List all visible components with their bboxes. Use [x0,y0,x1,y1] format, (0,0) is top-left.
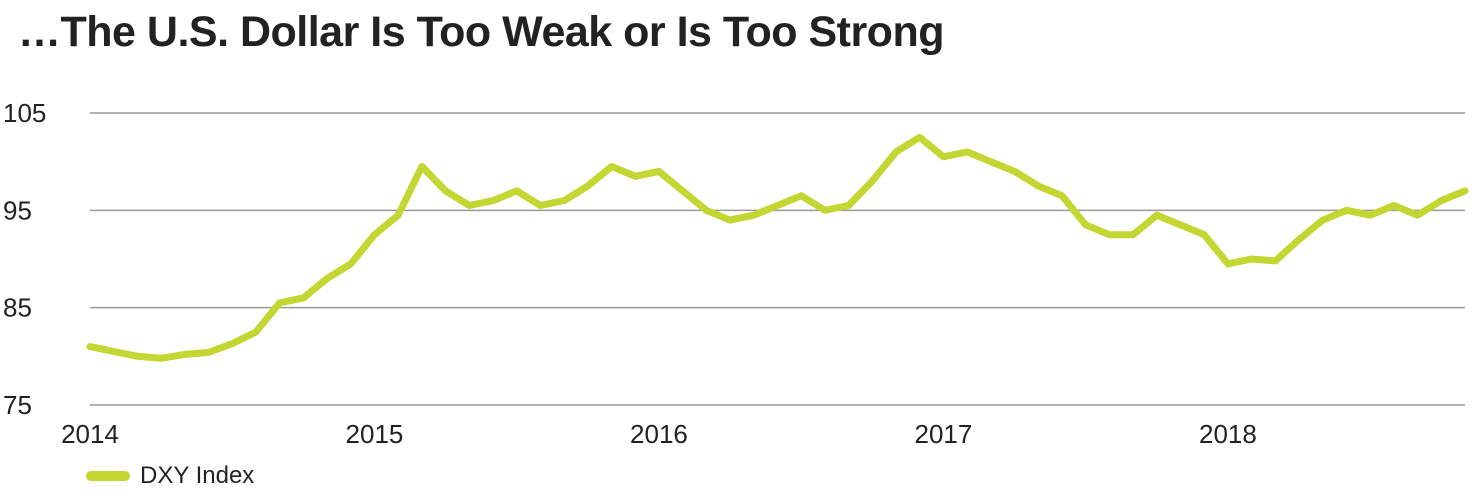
data-point [348,261,354,267]
data-point [466,203,472,208]
data-point [703,207,709,213]
data-point [490,198,496,204]
data-point [111,349,117,354]
x-tick-label: 2014 [61,419,119,449]
x-axis-ticks: 2014 2015 2016 2017 2018 [61,419,1257,449]
data-point [1249,256,1255,262]
data-point [561,198,567,204]
data-point [869,178,875,184]
data-point [893,149,899,155]
data-point [1035,183,1041,189]
data-point [1462,188,1468,194]
data-point [1367,212,1373,218]
data-point [158,355,164,361]
legend-label: DXY Index [140,462,255,489]
y-tick-label: 75 [3,390,32,420]
grid-lines [90,112,1465,406]
data-point [372,232,377,238]
data-point [134,353,140,359]
data-point [940,154,946,160]
x-tick-label: 2015 [346,419,404,449]
data-point [1201,232,1207,238]
y-tick-label: 85 [3,293,32,323]
data-point [609,164,615,169]
data-point [988,159,994,165]
data-point [206,349,211,355]
chart-title: …The U.S. Dollar Is Too Weak or Is Too S… [18,8,944,56]
data-point [1296,237,1302,242]
data-point [964,149,970,155]
x-tick-label: 2016 [630,419,688,449]
x-tick-label: 2017 [915,419,973,449]
data-point [727,217,733,223]
data-point [1320,217,1326,223]
series-line-dxy-index [86,133,1469,362]
data-point [1438,198,1444,204]
data-point [1130,232,1136,238]
data-point [1391,203,1397,208]
data-point [680,188,686,194]
data-point [300,295,306,301]
data-point [1272,258,1278,264]
legend: DXY Index [86,462,254,490]
y-tick-label: 95 [3,195,32,225]
data-point [1012,168,1018,174]
data-point [1178,222,1183,228]
data-point [656,168,662,174]
data-point [443,188,449,194]
data-point [632,173,638,179]
data-point [395,212,401,218]
data-point [751,212,757,218]
data-point [253,329,259,335]
y-tick-label: 105 [3,98,46,128]
data-point [775,203,780,208]
data-point [1154,212,1160,218]
data-point [87,344,93,350]
data-point [1415,212,1421,218]
data-point [277,300,283,306]
data-point [846,203,852,208]
legend-swatch [86,471,130,481]
data-point [1225,261,1231,267]
data-point [798,193,804,199]
data-point [917,134,923,140]
data-point [419,164,425,169]
data-point [585,183,591,189]
data-point [1059,193,1065,199]
data-point [514,188,520,194]
x-tick-label: 2018 [1199,419,1257,449]
data-point [1344,207,1349,213]
y-axis-ticks: 75 85 95 105 [3,98,46,420]
data-point [822,207,828,213]
data-point [1083,222,1089,228]
data-point [229,341,235,347]
data-point [537,203,543,208]
data-point [324,276,330,281]
data-point [182,351,188,357]
data-point [1106,232,1112,238]
series-group [86,133,1469,362]
